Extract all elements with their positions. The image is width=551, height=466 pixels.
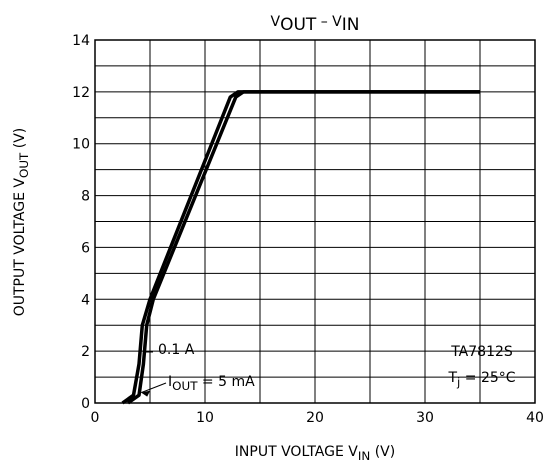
y-tick-label: 0 [81, 396, 90, 412]
series-line [121, 90, 480, 405]
leader-line [141, 382, 167, 394]
x-tick-label: 0 [91, 410, 100, 426]
y-axis-label-part: OUT [17, 152, 31, 178]
annotation-part: = 25°C [460, 370, 515, 386]
annotation: Tj = 25°C [447, 370, 515, 389]
x-tick-label: 20 [306, 410, 324, 426]
annotation-part: = 5 mA [197, 374, 255, 390]
plot-frame [94, 39, 536, 404]
chart-title-part: V [270, 14, 280, 30]
x-tick-label: 10 [196, 410, 214, 426]
x-axis-label: INPUT VOLTAGE VIN (V) [235, 444, 395, 463]
x-axis-label-part: IN [358, 449, 370, 463]
y-tick-label: 2 [81, 344, 90, 360]
annotation-part: T [447, 370, 457, 386]
y-tick-label: 6 [81, 240, 90, 256]
y-axis-label: OUTPUT VOLTAGE VOUT (V) [12, 128, 31, 317]
y-axis-label-part: (V) [12, 128, 28, 153]
chart-title-part: – V [316, 14, 342, 30]
y-tick-label: 14 [72, 33, 90, 49]
y-tick-label: 4 [81, 292, 90, 308]
x-tick-label: 30 [416, 410, 434, 426]
y-axis-label-part: OUTPUT VOLTAGE V [12, 178, 28, 317]
annotation: TA7812S [450, 344, 513, 360]
chart-title-part: IN [342, 15, 360, 35]
y-tick-label: 12 [72, 85, 90, 101]
annotation-part: I [168, 374, 172, 390]
chart-title: VOUT – VIN [270, 14, 359, 35]
annotation-part: j [456, 375, 460, 389]
annotation: IOUT = 5 mA [168, 374, 255, 393]
y-tick-label: 8 [81, 189, 90, 205]
series-label: 0.1 A [158, 342, 195, 358]
x-tick-label: 40 [526, 410, 544, 426]
x-axis-label-part: INPUT VOLTAGE V [235, 444, 358, 460]
arrow-head [141, 390, 151, 397]
chart-title-part: OUT [280, 15, 317, 35]
x-axis-label-part: (V) [370, 444, 395, 460]
y-tick-label: 10 [72, 137, 90, 153]
annotation-part: OUT [172, 379, 198, 393]
